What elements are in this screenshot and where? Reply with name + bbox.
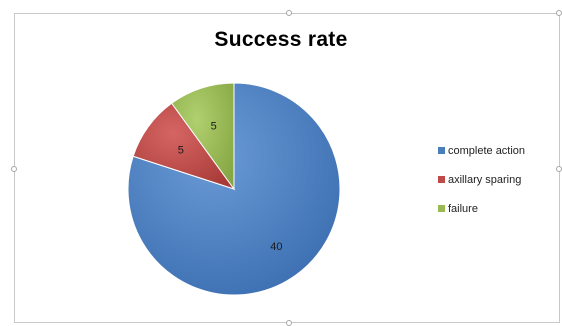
legend-label: failure [448, 202, 478, 215]
legend-swatch [438, 147, 445, 154]
legend: complete action axillary sparing failure [438, 143, 525, 230]
legend-item-axillary-sparing: axillary sparing [438, 172, 525, 187]
chart-title: Success rate [214, 28, 348, 51]
legend-item-complete-action: complete action [438, 143, 525, 158]
legend-label: axillary sparing [448, 173, 522, 186]
resize-handle-top[interactable] [286, 10, 292, 16]
pie-slice-failure[interactable] [170, 82, 235, 191]
legend-label: complete action [448, 144, 526, 157]
data-label-complete-action: 40 [270, 241, 282, 253]
legend-item-failure: failure [438, 201, 525, 216]
legend-swatch [438, 205, 445, 212]
legend-swatch [438, 176, 445, 183]
resize-handle-left[interactable] [11, 166, 17, 172]
data-label-failure: 5 [211, 120, 217, 132]
pie-slice-complete-action[interactable] [127, 82, 341, 296]
data-label-axillary-sparing: 5 [178, 144, 184, 156]
